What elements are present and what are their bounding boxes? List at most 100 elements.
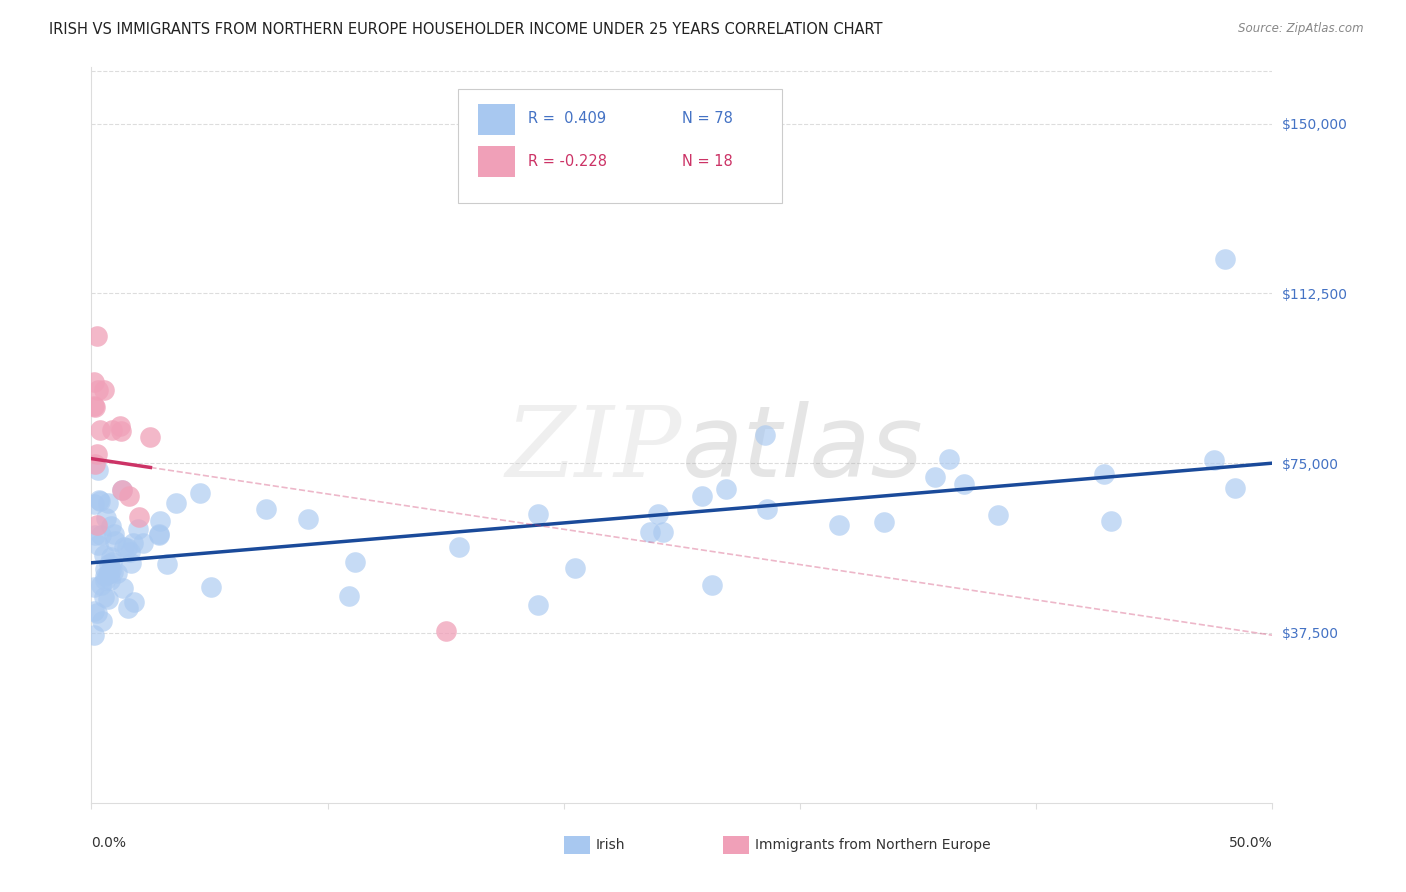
Point (97, 566, 120, 581)
Point (83, 497, 105, 511)
Point (86, 329, 108, 343)
Point (98, 557, 121, 571)
Text: Irish: Irish (596, 838, 626, 852)
FancyBboxPatch shape (457, 89, 782, 203)
Point (90, 578, 112, 592)
Point (86, 606, 108, 620)
Point (449, 540, 471, 554)
Point (84, 528, 107, 542)
Point (828, 517, 851, 532)
Point (83, 375, 105, 389)
Point (690, 489, 713, 503)
Point (647, 507, 669, 521)
Text: R = -0.228: R = -0.228 (529, 153, 607, 169)
Point (100, 549, 122, 564)
Point (651, 524, 673, 539)
Point (148, 527, 170, 541)
Point (128, 510, 150, 524)
Point (297, 511, 319, 525)
Point (254, 501, 277, 516)
Point (83, 580, 105, 594)
Point (755, 502, 778, 516)
Point (87, 383, 110, 397)
Text: N = 78: N = 78 (682, 111, 733, 126)
Point (526, 507, 548, 521)
Point (714, 482, 737, 496)
Point (83, 399, 105, 413)
Point (112, 540, 135, 554)
Point (111, 483, 134, 498)
Point (91, 614, 114, 628)
Point (94, 562, 117, 576)
Point (434, 624, 457, 638)
Point (117, 600, 139, 615)
Point (84, 457, 107, 471)
Point (873, 516, 896, 530)
Point (952, 476, 974, 491)
Point (87, 463, 110, 477)
Text: IRISH VS IMMIGRANTS FROM NORTHERN EUROPE HOUSEHOLDER INCOME UNDER 25 YEARS CORRE: IRISH VS IMMIGRANTS FROM NORTHERN EUROPE… (49, 22, 883, 37)
Point (564, 560, 586, 574)
Text: N = 18: N = 18 (682, 153, 733, 169)
Point (93, 549, 115, 563)
Point (754, 427, 776, 442)
Point (100, 518, 122, 533)
Point (1202, 452, 1225, 467)
Point (104, 533, 127, 548)
Point (93, 590, 115, 604)
Text: 0.0%: 0.0% (91, 836, 127, 850)
Point (987, 508, 1010, 523)
Point (124, 595, 146, 609)
Point (83, 628, 105, 642)
Point (108, 419, 131, 434)
Point (100, 563, 122, 577)
Point (139, 430, 162, 444)
Point (200, 580, 222, 594)
Point (107, 566, 129, 580)
Point (156, 558, 179, 572)
Point (87, 492, 110, 507)
Point (148, 527, 170, 541)
Text: R =  0.409: R = 0.409 (529, 111, 606, 126)
Bar (478, 146, 516, 178)
Point (343, 555, 366, 569)
Text: 50.0%: 50.0% (1229, 836, 1272, 850)
Bar (478, 104, 516, 136)
Point (89, 423, 111, 437)
Point (86, 447, 108, 461)
Point (93, 574, 115, 588)
Point (97, 566, 120, 580)
Point (938, 451, 960, 466)
Text: Immigrants from Northern Europe: Immigrants from Northern Europe (755, 838, 991, 852)
Point (93, 384, 115, 398)
Point (165, 496, 187, 510)
Point (93, 568, 115, 582)
Bar (723, 836, 749, 855)
Point (118, 489, 141, 503)
Text: atlas: atlas (682, 401, 924, 498)
Bar (564, 836, 589, 855)
Point (1092, 467, 1115, 481)
Text: Source: ZipAtlas.com: Source: ZipAtlas.com (1239, 22, 1364, 36)
Point (87, 538, 110, 552)
Point (1099, 514, 1122, 528)
Point (96, 511, 118, 525)
Point (640, 524, 662, 539)
Point (86, 518, 108, 533)
Point (83, 401, 105, 415)
Text: ZIP: ZIP (506, 402, 682, 497)
Point (1225, 481, 1247, 495)
Point (1213, 252, 1236, 267)
Point (97, 592, 120, 607)
Point (526, 598, 548, 612)
Point (103, 566, 125, 580)
Point (103, 526, 125, 541)
Point (110, 425, 132, 439)
Point (97, 496, 120, 510)
Point (110, 483, 132, 497)
Point (924, 470, 946, 484)
Point (117, 541, 139, 555)
Point (337, 589, 360, 603)
Point (101, 424, 124, 438)
Point (127, 522, 149, 536)
